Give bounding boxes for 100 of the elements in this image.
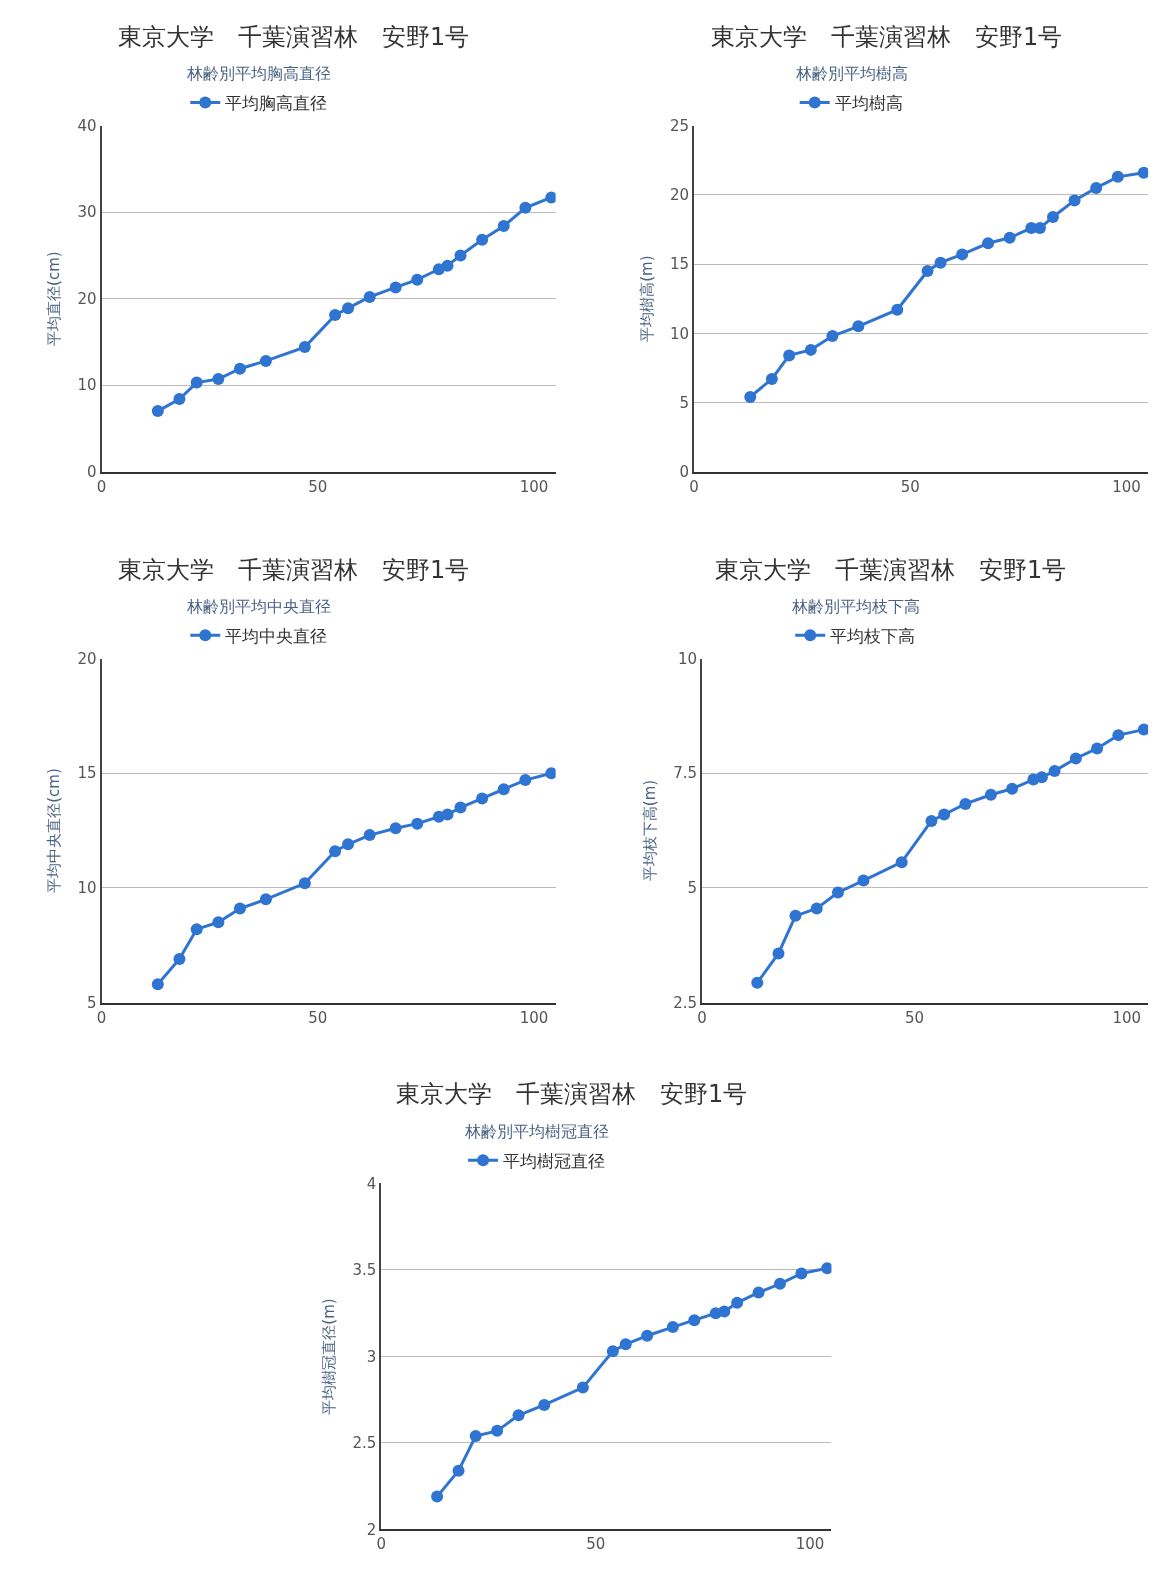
point	[233, 362, 246, 375]
point	[1090, 181, 1103, 194]
point	[259, 354, 272, 367]
legend-label: 平均胸高直径	[225, 93, 328, 114]
point	[1006, 782, 1019, 795]
chart-subtitle: 林齢別平均樹冠直径	[464, 1122, 609, 1141]
point	[342, 838, 355, 851]
point	[469, 1430, 482, 1443]
point	[804, 343, 817, 356]
point	[831, 886, 844, 899]
point	[454, 801, 467, 814]
point	[389, 822, 402, 835]
point	[411, 817, 424, 830]
point	[212, 916, 225, 929]
point	[441, 808, 454, 821]
point	[1137, 723, 1149, 736]
point	[212, 373, 225, 386]
point	[431, 1490, 444, 1503]
point	[190, 376, 203, 389]
point	[891, 303, 904, 316]
x-tick-label: 50	[904, 1008, 924, 1027]
legend-label: 平均樹冠直径	[503, 1150, 606, 1171]
point	[666, 1321, 679, 1334]
point	[512, 1409, 525, 1422]
point	[151, 405, 164, 418]
x-tick-label: 100	[1112, 1008, 1142, 1027]
point	[298, 341, 311, 354]
point	[619, 1338, 632, 1351]
point	[1046, 211, 1059, 223]
chart-title: 東京大学 千葉演習林 安野1号	[396, 1080, 748, 1108]
point	[783, 349, 796, 362]
point	[329, 845, 342, 858]
point	[363, 290, 376, 303]
point	[576, 1381, 589, 1394]
point	[454, 249, 467, 262]
point	[959, 797, 972, 810]
point	[259, 893, 272, 906]
point	[151, 978, 164, 991]
x-tick-label: 100	[795, 1535, 825, 1554]
point	[821, 1262, 832, 1275]
point	[1068, 194, 1081, 207]
legend-label: 平均樹高	[834, 93, 903, 114]
x-tick-label: 50	[900, 477, 920, 496]
y-axis-title: 平均樹高(m)	[637, 255, 656, 342]
point	[545, 191, 556, 204]
point	[1003, 231, 1016, 244]
point	[298, 877, 311, 890]
x-tick-label: 100	[519, 477, 549, 496]
legend-label: 平均枝下高	[830, 625, 916, 646]
point	[363, 829, 376, 842]
point	[497, 220, 510, 232]
point	[1069, 752, 1082, 765]
chart-subtitle: 林齢別平均中央直径	[186, 597, 331, 616]
x-tick-label: 50	[308, 477, 328, 496]
chart-title: 東京大学 千葉演習林 安野1号	[711, 23, 1063, 51]
point	[795, 1267, 808, 1280]
x-tick-label: 50	[586, 1535, 606, 1554]
point	[441, 259, 454, 272]
point	[956, 248, 969, 261]
point	[389, 281, 402, 294]
y-tick-label: 20	[77, 289, 97, 308]
y-tick-label: 2.5	[673, 993, 698, 1012]
point	[921, 264, 934, 277]
y-tick-label: 0	[87, 462, 97, 481]
chart-subtitle: 林齢別平均樹高	[795, 64, 908, 83]
point	[1137, 166, 1149, 179]
point	[1048, 764, 1061, 777]
y-tick-label: 0	[679, 462, 690, 481]
point	[1091, 742, 1104, 755]
point	[688, 1314, 701, 1327]
point	[744, 390, 757, 403]
y-tick-label: 40	[77, 116, 97, 135]
point	[925, 814, 938, 827]
legend-label: 平均中央直径	[225, 625, 328, 646]
point	[751, 976, 764, 989]
y-axis-title: 平均中央直径(cm)	[45, 768, 64, 893]
y-tick-label: 10	[677, 649, 698, 668]
point	[641, 1329, 654, 1342]
point	[233, 902, 246, 915]
y-tick-label: 5	[679, 393, 690, 412]
point	[173, 952, 186, 965]
point	[476, 792, 489, 805]
point	[774, 1277, 787, 1290]
point	[476, 233, 489, 246]
point	[519, 201, 532, 214]
point	[519, 774, 532, 787]
point	[452, 1464, 465, 1477]
point	[857, 874, 870, 887]
point	[538, 1398, 551, 1411]
point	[173, 393, 186, 405]
point	[1111, 170, 1124, 183]
y-tick-label: 20	[669, 186, 690, 205]
chart-subtitle: 林齢別平均枝下高	[791, 597, 920, 616]
y-tick-label: 2	[366, 1520, 377, 1539]
y-tick-label: 10	[669, 324, 690, 343]
x-tick-label: 100	[1112, 477, 1141, 496]
point	[190, 923, 203, 936]
point	[789, 909, 802, 922]
point	[984, 788, 997, 801]
point	[938, 808, 951, 821]
